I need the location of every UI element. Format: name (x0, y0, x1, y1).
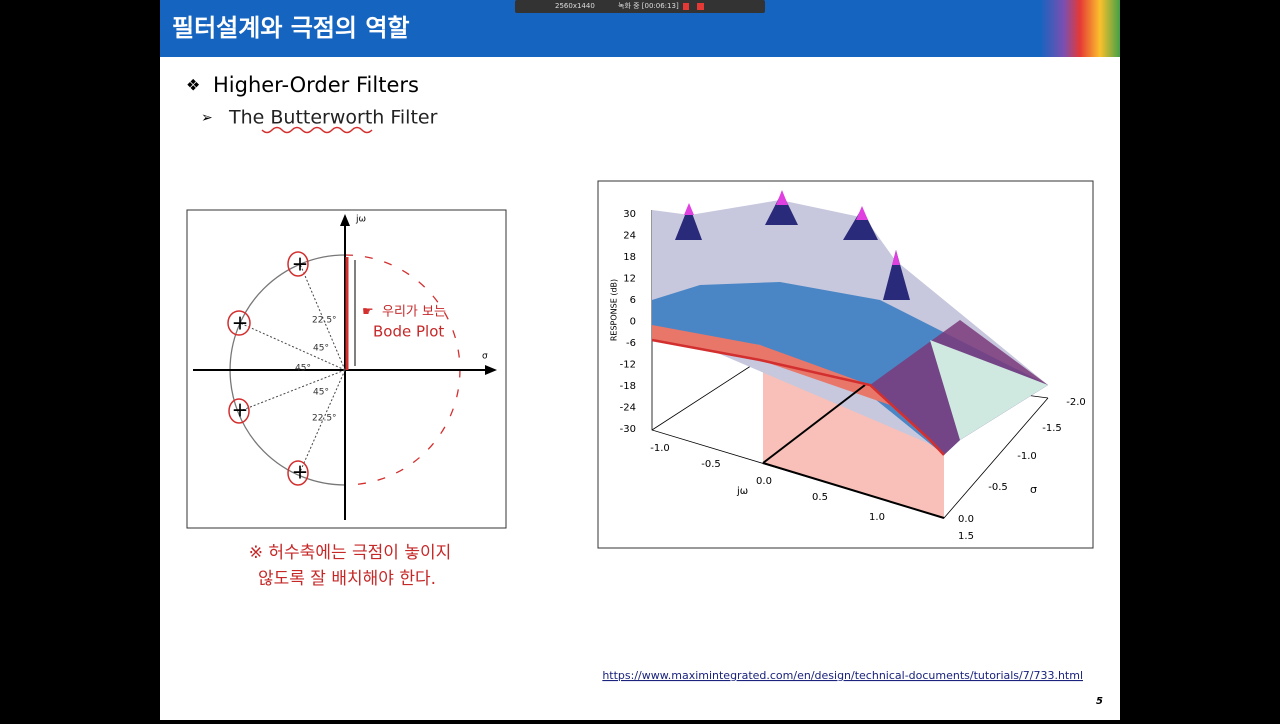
peak-tips (684, 190, 900, 265)
note: 않도록 잘 배치해야 한다. (258, 569, 436, 589)
sub-bullet: The Butterworth Filter (228, 107, 438, 129)
jw-tick: 1.0 (869, 512, 885, 523)
poles: + + + + (232, 252, 309, 484)
z-tick: -24 (620, 403, 636, 414)
z-label: RESPONSE (dB) (610, 279, 619, 341)
sigma-tick: 0.0 (958, 514, 974, 525)
surface-band-red (652, 325, 944, 455)
title-gradient (1040, 0, 1120, 57)
pause-button[interactable] (683, 3, 689, 10)
z-tick: 6 (630, 295, 636, 306)
z-tick: 12 (623, 274, 636, 285)
angle: 45° (313, 388, 329, 398)
bode-curve (651, 338, 945, 456)
sigma-label: σ (482, 352, 488, 362)
jw-arrow (340, 214, 350, 226)
recording-status: 녹화 중 [00:06:13] (618, 2, 679, 10)
annotation: Bode Plot (373, 323, 444, 341)
annotation: 우리가 보는 (382, 305, 446, 320)
svg-text:+: + (232, 311, 249, 335)
svg-text:+: + (292, 460, 309, 484)
slide-title: 필터설계와 극점의 역할 (172, 14, 410, 42)
sigma-tick: -1.5 (1042, 423, 1062, 434)
z-tick: -12 (620, 360, 636, 371)
angle: 22.5° (312, 414, 337, 424)
sigma-arrow (485, 365, 497, 375)
jw-tick: -0.5 (701, 459, 721, 470)
angle: 45° (313, 344, 329, 354)
sub-bullet-icon: ➢ (201, 110, 213, 126)
pointer-icon: ☛ (362, 305, 374, 320)
z-tick: 18 (623, 252, 636, 263)
sigma-tick: -2.0 (1066, 397, 1086, 408)
pole-circles (227, 251, 309, 486)
sigma-axis-label: σ (1030, 483, 1037, 496)
note: ※ 허수축에는 극점이 놓이지 (249, 543, 452, 563)
pole-rays (239, 263, 346, 473)
stop-button[interactable] (697, 3, 704, 10)
angle: 45° (295, 364, 311, 374)
underline (261, 126, 373, 134)
svg-text:+: + (292, 252, 309, 276)
z-tick: -6 (626, 338, 636, 349)
z-tick: -30 (620, 424, 636, 435)
z-tick: 24 (623, 231, 636, 242)
jw-tick: -1.0 (650, 443, 670, 454)
angle: 22.5° (312, 316, 337, 326)
z-tick: 0 (630, 317, 636, 328)
jw-tick: 0.0 (756, 476, 772, 487)
center-line (762, 384, 866, 464)
surface-peaks (675, 192, 910, 300)
resolution: 2560x1440 (555, 2, 595, 10)
surface-band-light (930, 340, 1048, 440)
jw-tick: 0.5 (812, 492, 828, 503)
z-tick: -18 (620, 381, 636, 392)
source-link[interactable]: https://www.maximintegrated.com/en/desig… (602, 669, 1083, 682)
svg-text:+: + (232, 398, 249, 422)
sigma-tick: -1.0 (1017, 451, 1037, 462)
page-number: 5 (1096, 696, 1103, 707)
z-tick: 30 (623, 209, 636, 220)
jw-axis-label: jω (736, 486, 748, 497)
sigma-tick: -0.5 (988, 482, 1008, 493)
bullet-icon: ❖ (186, 76, 200, 95)
angle-labels: 22.5° 45° 45° 45° 22.5° (295, 316, 337, 424)
jw-axis-line (762, 462, 945, 519)
jw-tick: 1.5 (958, 531, 974, 542)
bullet: Higher-Order Filters (213, 73, 419, 97)
jw-label: jω (355, 215, 366, 225)
